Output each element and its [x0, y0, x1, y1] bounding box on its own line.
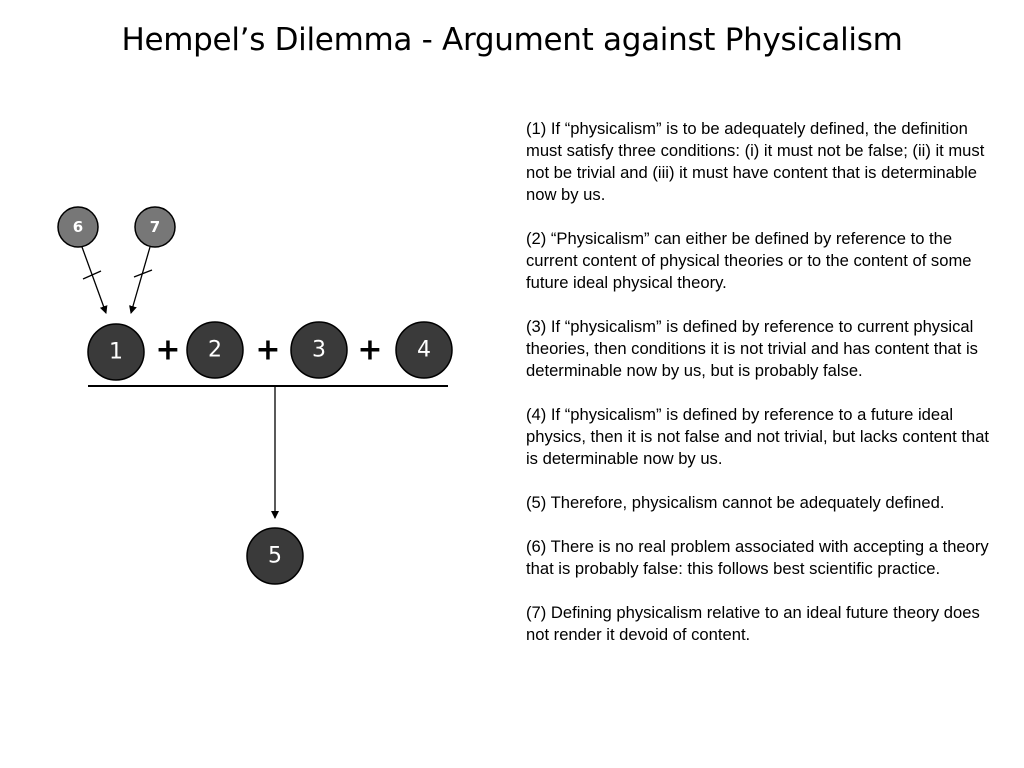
premise-2: (2) “Physicalism” can either be defined … — [526, 229, 972, 292]
premise-5: (5) Therefore, physicalism cannot be ade… — [526, 493, 945, 512]
premise-1: (1) If “physicalism” is to be adequately… — [526, 119, 985, 204]
plus-operator-3: + — [357, 333, 382, 368]
argument-diagram: 1 + 2 + 3 + 4 5 6 7 — [57, 206, 453, 585]
node-4-label: 4 — [417, 338, 431, 363]
plus-operator-2: + — [255, 333, 280, 368]
slide-title: Hempel’s Dilemma - Argument against Phys… — [121, 22, 903, 58]
node-7-label: 7 — [150, 218, 160, 236]
objection-arrow-7 — [129, 246, 151, 314]
node-6: 6 — [57, 206, 99, 248]
premise-list: (1) If “physicalism” is to be adequately… — [526, 118, 996, 668]
plus-operator-1: + — [155, 333, 180, 368]
node-4: 4 — [395, 321, 453, 379]
node-2-label: 2 — [208, 338, 222, 363]
node-1: 1 — [87, 323, 145, 381]
node-2: 2 — [186, 321, 244, 379]
node-5-label: 5 — [268, 544, 282, 569]
objection-strike-7 — [133, 269, 153, 278]
node-5: 5 — [246, 527, 304, 585]
node-7: 7 — [134, 206, 176, 248]
node-6-label: 6 — [73, 218, 83, 236]
node-3: 3 — [290, 321, 348, 379]
node-1-label: 1 — [109, 340, 123, 365]
premise-6: (6) There is no real problem associated … — [526, 537, 989, 578]
premise-4: (4) If “physicalism” is defined by refer… — [526, 405, 990, 468]
node-3-label: 3 — [312, 338, 326, 363]
premise-3: (3) If “physicalism” is defined by refer… — [526, 317, 978, 380]
objection-arrow-6 — [81, 246, 108, 314]
objection-strike-6 — [82, 270, 102, 280]
premise-7: (7) Defining physicalism relative to an … — [526, 603, 980, 644]
